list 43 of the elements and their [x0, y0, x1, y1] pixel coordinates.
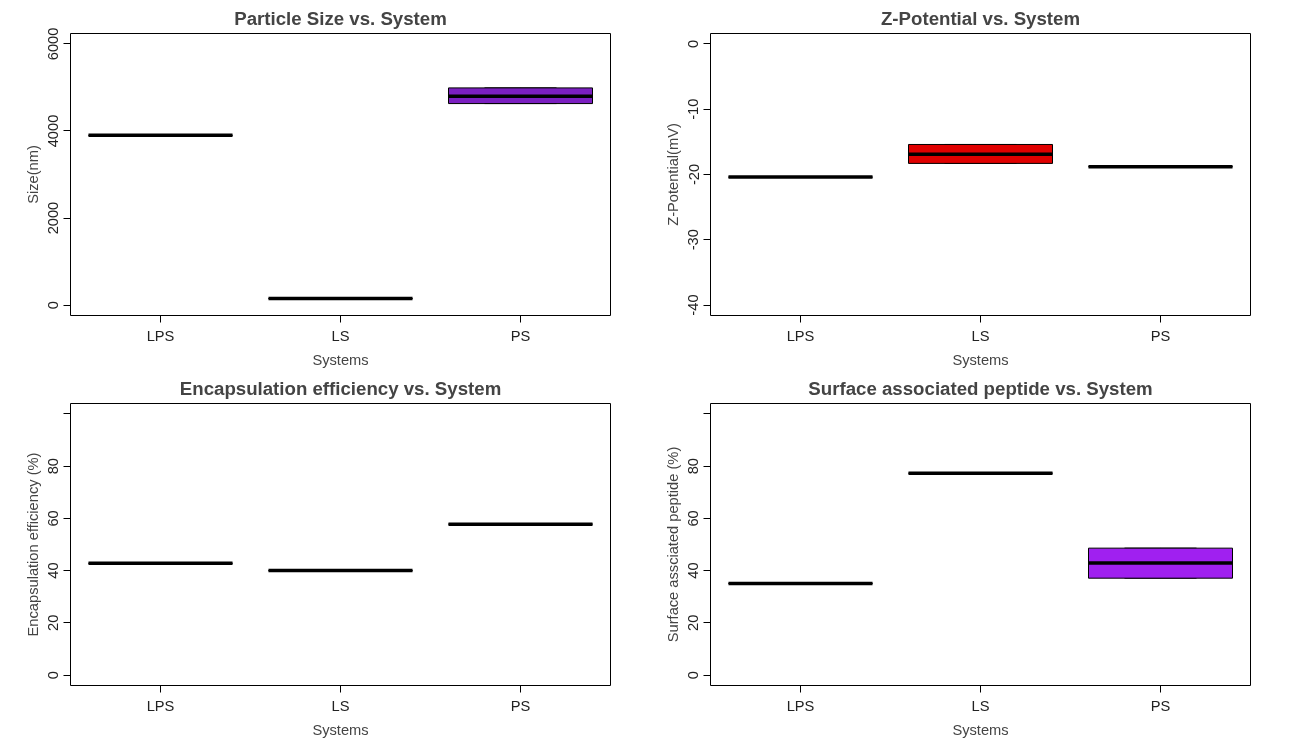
y-tick-label: -30 — [685, 229, 702, 251]
y-axis-title: Z-Potential(mV) — [664, 123, 681, 226]
y-axis-title: Encapsulation efficiency (%) — [24, 452, 41, 637]
y-tick-label: 0 — [685, 670, 702, 680]
y-tick-label: -20 — [685, 163, 702, 186]
chart-title: Particle Size vs. System — [234, 7, 447, 29]
y-tick-label: 0 — [685, 39, 702, 49]
chart-title: Z-Potential vs. System — [880, 7, 1081, 29]
y-tick-label: 80 — [45, 458, 62, 475]
x-tick-label: PS — [510, 327, 531, 344]
y-tick-label: 60 — [685, 510, 702, 527]
y-tick-label: 4000 — [45, 114, 62, 148]
y-axis-title: Size(nm) — [24, 145, 41, 204]
y-tick-label: 40 — [685, 562, 702, 579]
y-tick-label: 80 — [685, 458, 702, 475]
x-tick-label: LS — [971, 327, 990, 344]
x-tick-label: LPS — [146, 327, 175, 344]
x-tick-label: LS — [331, 697, 350, 714]
y-tick-label: 0 — [45, 300, 62, 310]
chart-title: Encapsulation efficiency vs. System — [179, 377, 502, 399]
y-tick-label: 20 — [45, 614, 62, 631]
y-tick-label: 0 — [45, 670, 62, 680]
y-tick-label: -40 — [685, 294, 702, 316]
x-axis-title: Systems — [952, 721, 1009, 738]
x-axis-title: Systems — [312, 721, 369, 738]
x-tick-label: LPS — [786, 327, 815, 344]
chart-title: Surface associated peptide vs. System — [808, 377, 1153, 399]
x-tick-label: PS — [1150, 697, 1171, 714]
y-tick-label: -10 — [685, 98, 702, 120]
y-tick-label: 6000 — [45, 27, 62, 61]
x-tick-label: PS — [510, 697, 531, 714]
x-tick-label: LPS — [146, 697, 175, 714]
y-tick-label: 60 — [45, 510, 62, 527]
x-tick-label: LS — [971, 697, 990, 714]
x-tick-label: LS — [331, 327, 350, 344]
y-tick-label: 20 — [685, 614, 702, 631]
x-tick-label: PS — [1150, 327, 1171, 344]
y-axis-title: Surface assciated peptide (%) — [664, 446, 681, 643]
y-tick-label: 2000 — [45, 201, 62, 235]
y-tick-label: 40 — [45, 562, 62, 579]
x-tick-label: LPS — [786, 697, 815, 714]
x-axis-title: Systems — [952, 351, 1009, 368]
x-axis-title: Systems — [312, 351, 369, 368]
